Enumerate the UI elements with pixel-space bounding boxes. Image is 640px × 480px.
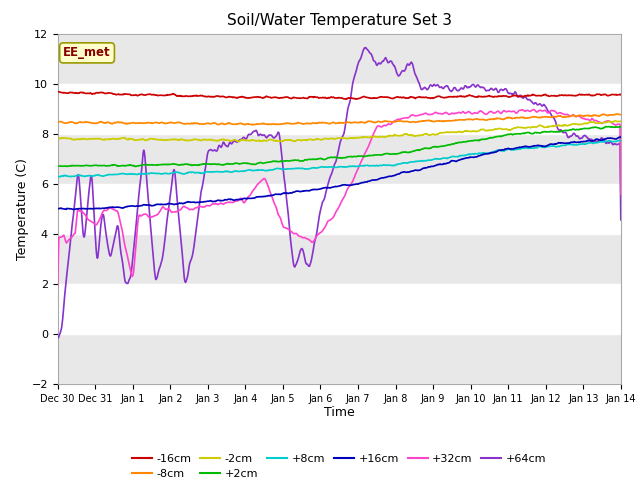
- +64cm: [54, 334, 61, 340]
- -2cm: [235, 139, 243, 144]
- +64cm: [54, 335, 62, 341]
- -16cm: [473, 94, 481, 100]
- +64cm: [243, 136, 250, 142]
- -8cm: [384, 119, 392, 124]
- +16cm: [384, 174, 392, 180]
- +64cm: [559, 129, 566, 135]
- -2cm: [611, 118, 619, 124]
- +32cm: [384, 121, 392, 127]
- +64cm: [385, 60, 392, 65]
- Bar: [58, 184, 621, 234]
- Line: -2cm: -2cm: [58, 121, 621, 142]
- +32cm: [176, 207, 184, 213]
- +16cm: [69, 207, 77, 213]
- -8cm: [242, 121, 250, 127]
- +64cm: [473, 83, 481, 88]
- -8cm: [558, 114, 566, 120]
- +8cm: [54, 174, 61, 180]
- -16cm: [617, 92, 625, 97]
- -2cm: [54, 135, 61, 141]
- +64cm: [413, 74, 420, 80]
- +8cm: [176, 170, 184, 176]
- +8cm: [473, 151, 481, 156]
- -2cm: [176, 137, 184, 143]
- -2cm: [243, 138, 250, 144]
- +2cm: [384, 151, 392, 156]
- +16cm: [176, 200, 184, 206]
- +2cm: [602, 124, 609, 130]
- Line: -16cm: -16cm: [58, 92, 621, 99]
- -8cm: [412, 120, 420, 125]
- +64cm: [617, 217, 625, 223]
- X-axis label: Time: Time: [324, 407, 355, 420]
- Line: +2cm: +2cm: [58, 127, 621, 167]
- Line: +8cm: +8cm: [58, 141, 621, 177]
- Line: -8cm: -8cm: [58, 114, 621, 125]
- +8cm: [558, 143, 566, 149]
- +64cm: [362, 45, 370, 50]
- +8cm: [56, 174, 63, 180]
- +2cm: [63, 164, 70, 169]
- +2cm: [412, 147, 420, 153]
- -2cm: [558, 123, 566, 129]
- -2cm: [473, 129, 481, 134]
- +32cm: [617, 192, 625, 197]
- -8cm: [617, 112, 625, 118]
- -8cm: [248, 122, 256, 128]
- -2cm: [384, 133, 392, 139]
- +16cm: [412, 168, 420, 173]
- +8cm: [617, 138, 625, 144]
- +8cm: [243, 168, 250, 173]
- +8cm: [412, 159, 420, 165]
- +2cm: [473, 137, 481, 143]
- +2cm: [243, 160, 250, 166]
- -16cm: [413, 95, 420, 101]
- -2cm: [412, 133, 420, 139]
- +2cm: [558, 128, 566, 134]
- Bar: [58, 284, 621, 334]
- Line: +32cm: +32cm: [58, 109, 621, 286]
- -16cm: [385, 95, 392, 100]
- Text: EE_met: EE_met: [63, 47, 111, 60]
- +32cm: [472, 110, 480, 116]
- +16cm: [473, 154, 481, 160]
- +32cm: [530, 107, 538, 112]
- +2cm: [617, 124, 625, 130]
- -16cm: [243, 95, 250, 101]
- -16cm: [559, 92, 566, 98]
- +32cm: [412, 113, 420, 119]
- +32cm: [54, 283, 61, 289]
- -8cm: [54, 120, 61, 125]
- Bar: [58, 84, 621, 134]
- +16cm: [558, 140, 566, 146]
- +16cm: [243, 196, 250, 202]
- -8cm: [473, 116, 481, 121]
- +32cm: [558, 110, 566, 116]
- -16cm: [54, 89, 61, 95]
- +32cm: [242, 198, 250, 204]
- Line: +64cm: +64cm: [58, 48, 621, 338]
- Line: +16cm: +16cm: [58, 137, 621, 210]
- -16cm: [352, 96, 360, 102]
- +64cm: [176, 227, 184, 232]
- -8cm: [612, 111, 620, 117]
- -2cm: [617, 118, 625, 124]
- -16cm: [176, 93, 184, 98]
- Legend: -16cm, -8cm, -2cm, +2cm, +8cm, +16cm, +32cm, +64cm: -16cm, -8cm, -2cm, +2cm, +8cm, +16cm, +3…: [127, 449, 551, 480]
- -8cm: [176, 120, 184, 125]
- +16cm: [54, 206, 61, 212]
- Y-axis label: Temperature (C): Temperature (C): [15, 158, 29, 260]
- +2cm: [176, 162, 184, 168]
- +16cm: [617, 134, 625, 140]
- +8cm: [384, 162, 392, 168]
- Title: Soil/Water Temperature Set 3: Soil/Water Temperature Set 3: [227, 13, 452, 28]
- +2cm: [54, 163, 61, 169]
- -16cm: [55, 89, 63, 95]
